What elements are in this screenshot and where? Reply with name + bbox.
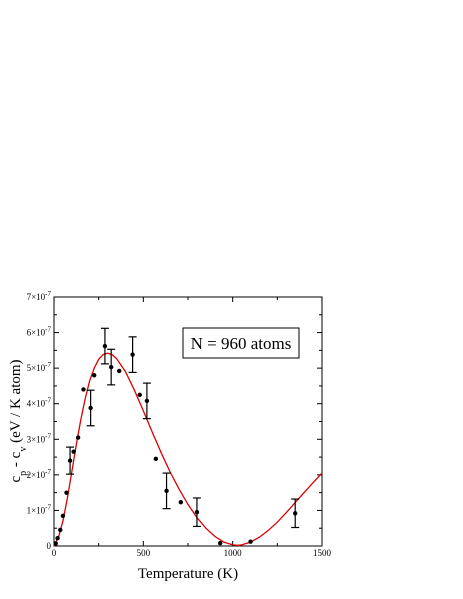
data-point [75,435,81,440]
data-point [88,405,93,411]
data-point [71,449,76,454]
data-point [81,387,86,392]
data-point [130,352,135,357]
annotation-text: N = 960 atoms [191,334,292,353]
plot-area: 0 500 1000 1500 0 1×10-7 2×10-7 3×10-7 4×10-7 5×1… [8,290,332,582]
data-point [194,510,200,515]
data-point [67,458,73,463]
data-point [117,368,122,374]
data-point [178,500,184,505]
data-point [102,343,108,349]
data-point [58,527,63,533]
x-tick-label: 1500 [313,548,332,558]
data-point [144,398,150,404]
data-point [53,541,58,546]
data-point [60,513,66,518]
fit-curve [53,352,323,547]
data-point [293,511,298,516]
y-tick-label: 2×10-7 [27,468,52,480]
data-point [64,490,69,495]
data-point [137,392,142,398]
y-axis-label: cp - cv (eV / K atom) [8,359,29,482]
y-tick-label: 5×10-7 [27,361,52,373]
data-point [248,539,253,544]
y-tick-label: 0 [47,541,52,551]
data-point [92,373,97,378]
y-tick-label: 6×10-7 [27,326,52,338]
x-tick-label: 1000 [224,548,243,558]
y-tick-label: 3×10-7 [27,432,52,444]
x-axis-label: Temperature (K) [138,566,238,582]
data-point [164,488,169,494]
data-point [217,540,223,546]
data-point [108,364,114,370]
x-tick-label: 0 [52,548,57,558]
x-tick-label: 500 [137,548,151,558]
y-tick-label: 7×10-7 [27,290,52,302]
data-point [55,535,60,541]
annotation-box [182,327,300,359]
data-point [153,456,159,462]
y-tick-label: 4×10-7 [27,397,52,409]
y-tick-label: 1×10-7 [27,503,52,515]
